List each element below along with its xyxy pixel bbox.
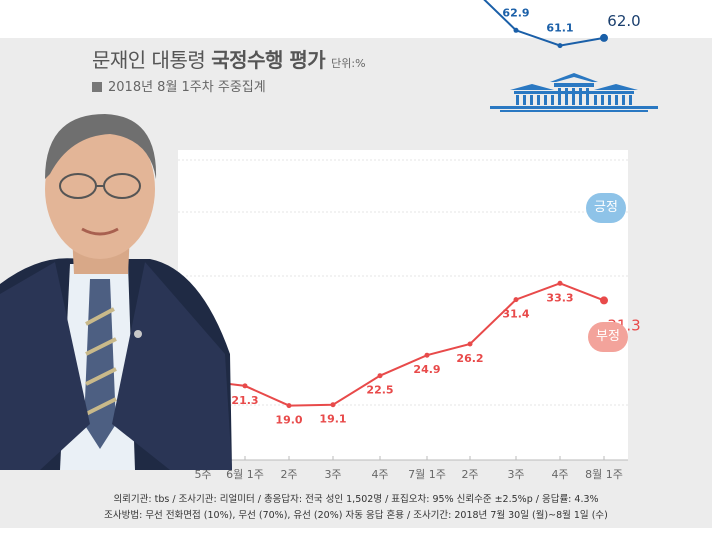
x-tick-label: 4주 [371,468,388,481]
x-tick-label: 8월 1주 [585,468,623,481]
x-tick-label: 2주 [461,468,478,481]
negative-value-label: 19.1 [319,413,346,426]
president-portrait [0,114,232,470]
title-main: 문재인 대통령 [92,48,206,72]
negative-value-label: 33.3 [546,291,573,304]
negative-point [513,297,519,303]
footer-line-2: 조사방법: 무선 전화면접 (10%), 무선 (70%), 유선 (20%) … [104,510,608,521]
positive-value-label: 62.0 [607,12,640,30]
footer-line-1: 의뢰기관: tbs / 조사기관: 리얼미터 / 총응답자: 전국 성인 1,5… [113,494,599,505]
positive-point [557,43,563,49]
positive-value-label: 62.9 [502,6,529,19]
x-tick-label: 4주 [551,468,568,481]
footer: 의뢰기관: tbs / 조사기관: 리얼미터 / 총응답자: 전국 성인 1,5… [0,492,712,524]
negative-point [330,402,336,408]
positive-point [513,27,519,33]
subtitle-text: 2018년 8월 1주차 주중집계 [108,80,266,95]
negative-value-label: 19.0 [275,414,302,427]
subtitle-square-icon [92,82,102,92]
negative-point [424,352,430,358]
negative-value-label: 31.4 [502,308,529,321]
x-tick-label: 3주 [324,468,341,481]
subtitle: 2018년 8월 1주차 주중집계 [92,76,266,95]
x-tick-label: 7월 1주 [408,468,446,481]
chart-title: 문재인 대통령 국정수행 평가 단위:% [92,44,366,73]
positive-badge: 긍정 [586,193,626,223]
negative-value-label: 21.3 [231,394,258,407]
negative-point [242,383,248,389]
x-tick-label: 2주 [280,468,297,481]
negative-point [600,296,608,305]
x-tick-label: 3주 [507,468,524,481]
negative-point [557,280,563,286]
negative-value-label: 22.5 [366,384,393,397]
x-tick-label: 5주 [194,468,211,481]
x-tick-label: 6월 1주 [226,468,264,481]
negative-point [467,341,473,347]
blue-house-icon [490,73,658,112]
negative-badge: 부정 [588,322,628,352]
negative-point [286,403,292,409]
negative-point [377,373,383,379]
positive-series-line [483,0,605,47]
negative-series-line [202,282,605,407]
negative-value-label: 24.9 [413,363,440,376]
positive-point [600,33,608,42]
positive-value-label: 61.1 [546,22,573,35]
title-bold: 국정수행 평가 [211,48,326,72]
plot-area [178,150,628,460]
unit-label: 단위:% [331,57,366,70]
negative-value-label: 26.2 [456,352,483,365]
